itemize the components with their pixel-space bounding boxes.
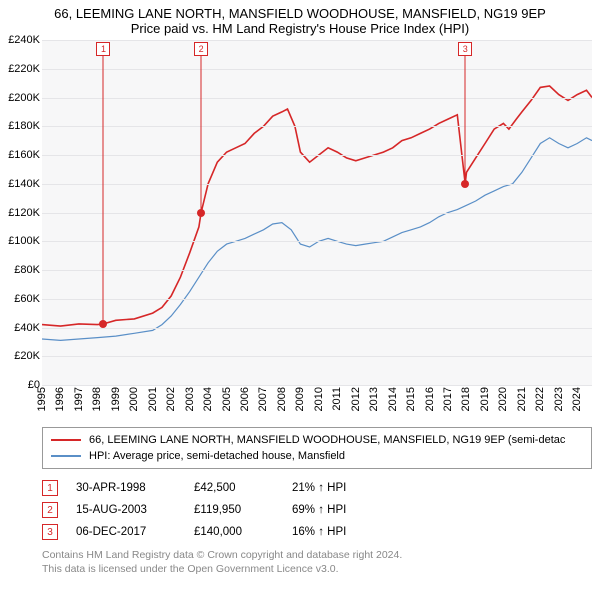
marker-box-2: 2 (194, 42, 208, 56)
gridline (42, 69, 592, 70)
sale-row: 1 30-APR-1998 £42,500 21% ↑ HPI (42, 477, 592, 499)
x-tick-label: 2023 (553, 387, 565, 411)
y-tick-label: £220K (0, 63, 40, 75)
y-tick-label: £180K (0, 120, 40, 132)
chart-legend: 66, LEEMING LANE NORTH, MANSFIELD WOODHO… (42, 427, 592, 469)
footer-attribution: Contains HM Land Registry data © Crown c… (42, 549, 592, 576)
legend-swatch-series1 (51, 455, 81, 457)
x-tick-label: 2020 (497, 387, 509, 411)
sales-table: 1 30-APR-1998 £42,500 21% ↑ HPI 2 15-AUG… (42, 477, 592, 543)
x-tick-label: 2003 (184, 387, 196, 411)
gridline (42, 213, 592, 214)
chart-plot-area: £0£20K£40K£60K£80K£100K£120K£140K£160K£1… (42, 40, 592, 385)
x-tick-label: 2022 (534, 387, 546, 411)
y-tick-label: £80K (0, 264, 40, 276)
x-tick-label: 1995 (36, 387, 48, 411)
x-tick-label: 2012 (350, 387, 362, 411)
sale-diff: 69% ↑ HPI (292, 504, 372, 516)
sale-marker-box-1: 1 (42, 480, 58, 496)
x-tick-label: 2015 (405, 387, 417, 411)
x-tick-label: 2021 (516, 387, 528, 411)
y-tick-label: £0 (0, 379, 40, 391)
x-tick-label: 2016 (424, 387, 436, 411)
x-tick-label: 2010 (313, 387, 325, 411)
chart-title-block: 66, LEEMING LANE NORTH, MANSFIELD WOODHO… (0, 0, 600, 40)
legend-item: 66, LEEMING LANE NORTH, MANSFIELD WOODHO… (51, 432, 583, 448)
legend-label-series0: 66, LEEMING LANE NORTH, MANSFIELD WOODHO… (89, 434, 565, 446)
y-tick-label: £40K (0, 322, 40, 334)
x-tick-label: 2014 (387, 387, 399, 411)
gridline (42, 299, 592, 300)
x-tick-label: 1998 (91, 387, 103, 411)
legend-label-series1: HPI: Average price, semi-detached house,… (89, 450, 345, 462)
gridline (42, 328, 592, 329)
gridline (42, 155, 592, 156)
x-tick-label: 1997 (73, 387, 85, 411)
x-tick-label: 2002 (165, 387, 177, 411)
x-tick-label: 2001 (147, 387, 159, 411)
x-tick-label: 2000 (128, 387, 140, 411)
sale-marker-box-2: 2 (42, 502, 58, 518)
x-tick-label: 2007 (257, 387, 269, 411)
sale-date: 15-AUG-2003 (76, 504, 176, 516)
sale-diff: 21% ↑ HPI (292, 482, 372, 494)
marker-line-2 (201, 50, 202, 213)
y-tick-label: £60K (0, 293, 40, 305)
sale-marker-box-3: 3 (42, 524, 58, 540)
x-tick-label: 2005 (221, 387, 233, 411)
sale-row: 3 06-DEC-2017 £140,000 16% ↑ HPI (42, 521, 592, 543)
sale-price: £42,500 (194, 482, 274, 494)
legend-swatch-series0 (51, 439, 81, 441)
footer-line2: This data is licensed under the Open Gov… (42, 563, 592, 577)
x-tick-label: 2008 (276, 387, 288, 411)
marker-dot-3 (461, 180, 469, 188)
x-tick-label: 2006 (239, 387, 251, 411)
marker-line-3 (465, 50, 466, 184)
x-tick-label: 2009 (294, 387, 306, 411)
x-tick-label: 2013 (368, 387, 380, 411)
y-tick-label: £20K (0, 350, 40, 362)
gridline (42, 126, 592, 127)
x-axis-ticks: 1995199619971998199920002001200220032004… (42, 385, 592, 423)
marker-dot-2 (197, 209, 205, 217)
x-tick-label: 2024 (571, 387, 583, 411)
marker-dot-1 (99, 320, 107, 328)
x-tick-label: 1999 (110, 387, 122, 411)
x-tick-label: 1996 (54, 387, 66, 411)
x-tick-label: 2017 (442, 387, 454, 411)
legend-item: HPI: Average price, semi-detached house,… (51, 448, 583, 464)
y-tick-label: £100K (0, 235, 40, 247)
gridline (42, 40, 592, 41)
title-line2: Price paid vs. HM Land Registry's House … (10, 21, 590, 36)
marker-box-3: 3 (458, 42, 472, 56)
gridline (42, 184, 592, 185)
sale-price: £119,950 (194, 504, 274, 516)
y-tick-label: £120K (0, 207, 40, 219)
sale-date: 06-DEC-2017 (76, 526, 176, 538)
series-line-1 (42, 138, 592, 341)
sale-row: 2 15-AUG-2003 £119,950 69% ↑ HPI (42, 499, 592, 521)
x-tick-label: 2019 (479, 387, 491, 411)
gridline (42, 98, 592, 99)
marker-line-1 (103, 50, 104, 324)
sale-date: 30-APR-1998 (76, 482, 176, 494)
x-tick-label: 2011 (331, 387, 343, 411)
x-tick-label: 2018 (460, 387, 472, 411)
sale-diff: 16% ↑ HPI (292, 526, 372, 538)
sale-price: £140,000 (194, 526, 274, 538)
y-tick-label: £140K (0, 178, 40, 190)
gridline (42, 241, 592, 242)
x-tick-label: 2004 (202, 387, 214, 411)
title-line1: 66, LEEMING LANE NORTH, MANSFIELD WOODHO… (10, 6, 590, 21)
footer-line1: Contains HM Land Registry data © Crown c… (42, 549, 592, 563)
y-tick-label: £160K (0, 149, 40, 161)
series-line-0 (42, 86, 592, 326)
marker-box-1: 1 (96, 42, 110, 56)
gridline (42, 356, 592, 357)
gridline (42, 270, 592, 271)
y-tick-label: £240K (0, 34, 40, 46)
y-tick-label: £200K (0, 92, 40, 104)
